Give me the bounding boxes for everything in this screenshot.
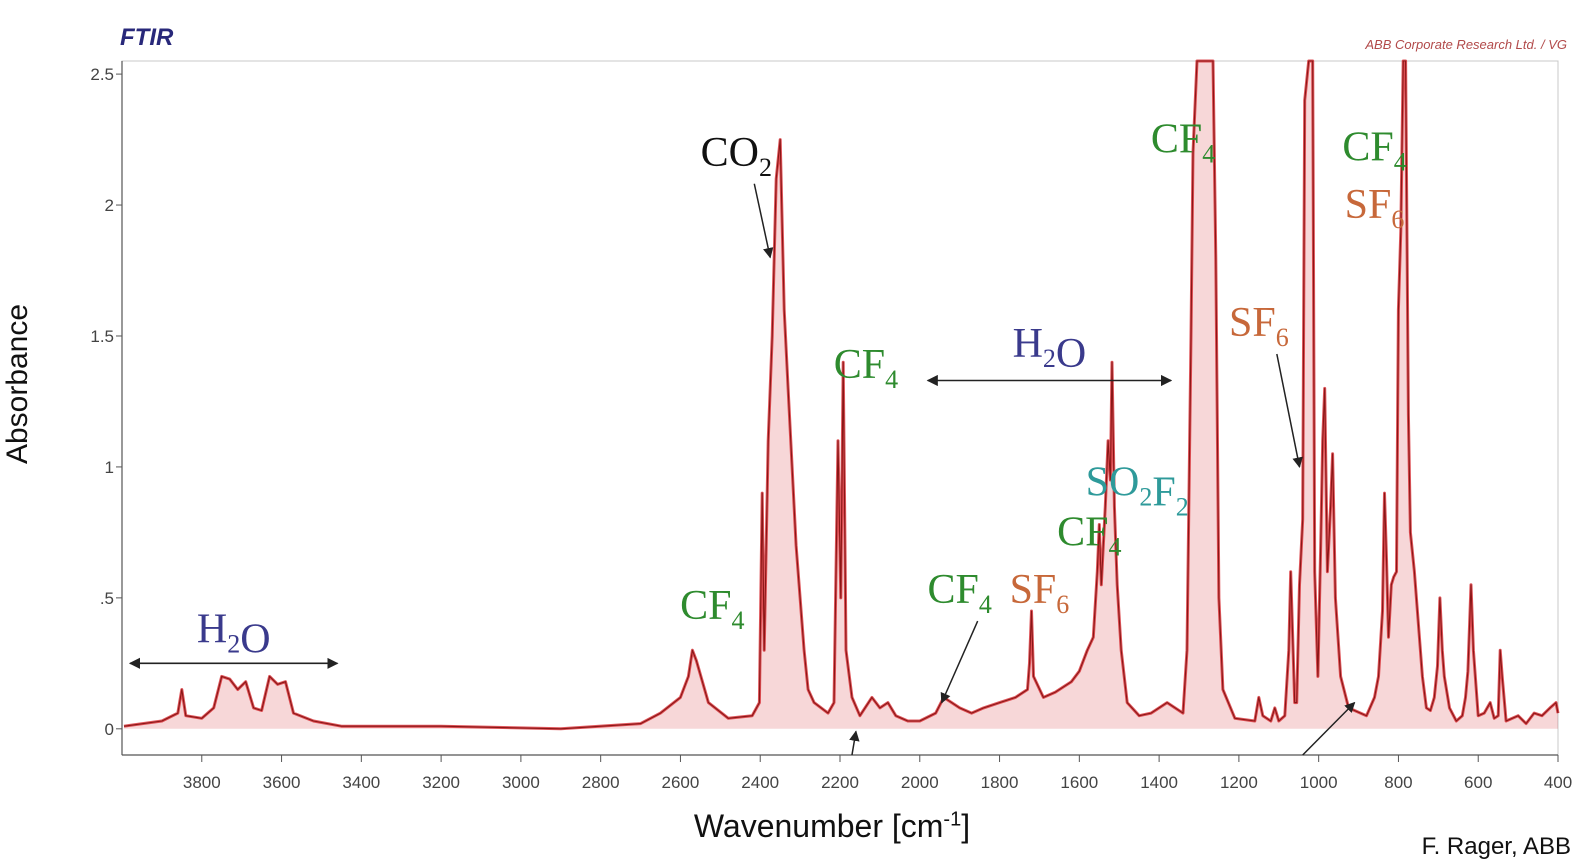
y-tick-label: 2.5 bbox=[90, 65, 114, 84]
annotation-label: CO2 bbox=[701, 130, 772, 182]
x-tick-label: 2400 bbox=[741, 773, 779, 792]
x-tick-label: 3600 bbox=[263, 773, 301, 792]
label-subscript: 4 bbox=[1108, 532, 1121, 561]
pointer-arrow bbox=[849, 730, 860, 756]
label-subscript: 4 bbox=[1202, 140, 1215, 169]
x-tick-label: 2600 bbox=[662, 773, 700, 792]
label-text: CF bbox=[1057, 509, 1108, 555]
label-text: CF bbox=[1342, 125, 1393, 171]
label-text: SF bbox=[1010, 567, 1057, 613]
label-text: SO bbox=[1086, 460, 1140, 506]
label-subscript: 6 bbox=[1056, 590, 1069, 619]
source-label: ABB Corporate Research Ltd. / VG bbox=[1365, 37, 1567, 52]
label-subscript: 4 bbox=[1394, 148, 1407, 177]
y-tick-label: 1 bbox=[105, 458, 114, 477]
label-text: SF bbox=[1345, 182, 1392, 228]
x-tick-label: 800 bbox=[1384, 773, 1412, 792]
x-tick-label: 2000 bbox=[901, 773, 939, 792]
author-credit: F. Rager, ABB bbox=[1421, 833, 1571, 860]
x-axis-label-end: ] bbox=[961, 808, 971, 844]
x-tick-label: 1600 bbox=[1060, 773, 1098, 792]
label-subscript: 2 bbox=[227, 629, 240, 658]
y-tick-label: 1.5 bbox=[90, 327, 114, 346]
x-tick-label: 1800 bbox=[981, 773, 1019, 792]
x-tick-label: 600 bbox=[1464, 773, 1492, 792]
x-tick-label: 2200 bbox=[821, 773, 859, 792]
label-text: H bbox=[197, 606, 227, 652]
label-text: O bbox=[1056, 331, 1086, 377]
x-axis-label-sup: -1 bbox=[943, 808, 962, 831]
label-text: SF bbox=[1229, 300, 1276, 346]
spectrum-group bbox=[123, 59, 1560, 731]
x-tick-label: 3800 bbox=[183, 773, 221, 792]
label-subscript: 4 bbox=[885, 365, 898, 394]
label-subscript: 2 bbox=[759, 153, 772, 182]
annotation-label: SF6 bbox=[1010, 567, 1070, 619]
x-axis-label: Wavenumber [cm-1] bbox=[694, 808, 970, 845]
y-axis-label: Absorbance bbox=[1, 303, 34, 465]
annotation-label: SF6 bbox=[1229, 300, 1289, 352]
pointer-arrow bbox=[1302, 701, 1356, 756]
pointer-arrow bbox=[1276, 353, 1303, 468]
label-text: CF bbox=[834, 342, 885, 388]
x-tick-label: 1200 bbox=[1220, 773, 1258, 792]
label-text: CF bbox=[927, 567, 978, 613]
annotation-label: CF4 bbox=[680, 583, 744, 635]
y-tick-label: 2 bbox=[105, 196, 114, 215]
x-tick-label: 3000 bbox=[502, 773, 540, 792]
label-subscript: 6 bbox=[1391, 205, 1404, 234]
spectrum-area bbox=[124, 61, 1558, 729]
x-axis-label-main: Wavenumber [cm bbox=[693, 808, 944, 844]
label-text: F bbox=[1152, 470, 1175, 516]
x-tick-label: 2800 bbox=[582, 773, 620, 792]
annotations-group: H2OCF4CO2CF4H2OSO2F2CF4SF6CF4CF4SF6CF4SF… bbox=[128, 117, 1407, 756]
x-tick-label: 400 bbox=[1544, 773, 1572, 792]
label-subscript: 6 bbox=[1276, 323, 1289, 352]
annotation-label: CF4 bbox=[834, 342, 898, 394]
annotation-label: H2O bbox=[1013, 321, 1087, 377]
label-subscript: 2 bbox=[1176, 493, 1189, 522]
label-subscript: 4 bbox=[979, 590, 992, 619]
x-tick-label: 1400 bbox=[1140, 773, 1178, 792]
label-subscript: 2 bbox=[1043, 344, 1056, 373]
instrument-label: FTIR bbox=[120, 24, 174, 51]
annotation-label: H2O bbox=[197, 606, 271, 662]
label-text: H bbox=[1013, 321, 1043, 367]
x-tick-label: 3400 bbox=[342, 773, 380, 792]
y-tick-label: .5 bbox=[100, 589, 114, 608]
label-subscript: 4 bbox=[732, 606, 745, 635]
x-tick-label: 3200 bbox=[422, 773, 460, 792]
annotation-label: SF6 bbox=[1345, 182, 1405, 234]
annotation-label: CF4 bbox=[1057, 509, 1121, 561]
annotation-label: CF4 bbox=[1151, 117, 1215, 169]
pointer-arrow bbox=[753, 183, 774, 259]
annotation-label: SO2F2 bbox=[1086, 460, 1189, 522]
pointer-arrow bbox=[940, 620, 979, 704]
label-text: O bbox=[240, 616, 270, 662]
annotation-label: CF4 bbox=[927, 567, 991, 619]
label-text: CF bbox=[1151, 117, 1202, 163]
y-tick-label: 0 bbox=[105, 720, 114, 739]
label-text: CF bbox=[680, 583, 731, 629]
spectrum-line bbox=[123, 60, 1559, 730]
annotation-label: CF4 bbox=[1342, 125, 1406, 177]
label-text: CO bbox=[701, 130, 759, 176]
x-tick-label: 1000 bbox=[1300, 773, 1338, 792]
label-subscript: 2 bbox=[1139, 483, 1152, 512]
